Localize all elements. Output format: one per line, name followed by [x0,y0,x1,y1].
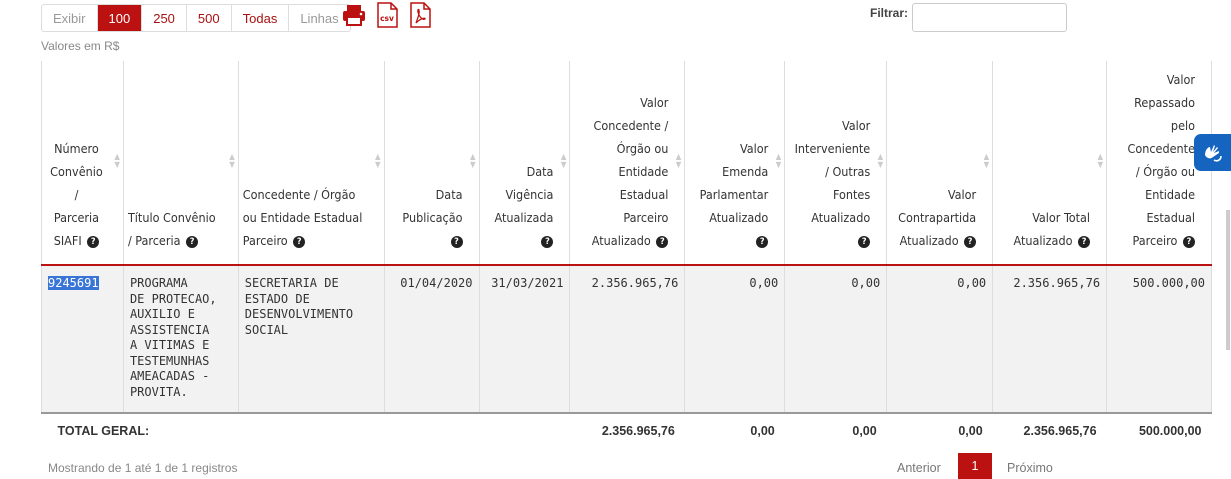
print-icon[interactable] [342,2,366,28]
table-row[interactable]: 9245691 PROGRAMA DE PROTECAO, AUXILIO E ASS… [41,265,1212,413]
cell-data-vigencia: 31/03/2021 [478,265,571,413]
cell-concedente: SECRETARIA DE ESTADO DE DESENVOLVIMENTO SOC… [237,265,385,413]
cell-valor-contrapartida: 0,00 [886,265,994,413]
vlibras-accessibility-button[interactable] [1194,134,1231,171]
col-header-titulo[interactable]: Título Convênio / Parceria ? ▲ ▼ [122,61,239,265]
help-icon[interactable]: ? [186,235,199,248]
svg-text:csv: csv [380,14,394,23]
sort-icon: ▲▼ [775,151,782,169]
help-icon[interactable]: ? [450,235,463,248]
sort-icon: ▲▼ [114,151,120,169]
col-header-data-vigencia[interactable]: Data Vigência Atualizada? ▲ ▼ [478,61,571,265]
total-valor-concedente: 2.356.965,76 [569,413,685,450]
col-header-valor-total[interactable]: Valor Total Atualizado ? ▲ ▼ [992,61,1108,265]
sort-icon: ▲▼ [375,151,381,169]
pagination-page-1[interactable]: 1 [958,453,992,479]
help-icon[interactable]: ? [756,235,769,248]
help-icon[interactable]: ? [964,235,977,248]
currency-note: Valores em R$ [41,39,120,53]
table-header-row: Número Convênio / Parceria SIAFI ? ▲ ▼ Título … [41,61,1212,265]
header-lines: Valor Interveniente / Outras Fontes Atualiza… [794,118,871,225]
sort-icon: ▲▼ [469,151,476,169]
cell-valor-emenda: 0,00 [684,265,786,413]
cell-titulo: PROGRAMA DE PROTECAO, AUXILIO E ASSISTENCIA… [122,265,239,413]
cell-numero[interactable]: 9245691 [41,265,124,413]
total-valor-contrapartida: 0,00 [886,413,993,450]
col-header-valor-interveniente[interactable]: Valor Interveniente / Outras Fontes Atualiza… [784,61,888,265]
header-lines: Concedente / Órgão ou Entidade Estadual Pa… [242,187,363,248]
header-lines: Número Convênio / Parceria SIAFI [50,141,103,248]
page-size-500-button[interactable]: 500 [185,5,231,31]
cell-valor-interveniente: 0,00 [784,265,888,413]
col-header-concedente[interactable]: Concedente / Órgão ou Entidade Estadual Pa… [237,61,385,265]
help-icon[interactable]: ? [1078,235,1091,248]
col-header-data-publicacao[interactable]: Data Publicação? ▲ ▼ [383,61,480,265]
page-size-250-button[interactable]: 250 [141,5,186,31]
csv-icon[interactable]: csv [375,2,399,28]
header-lines: Data Vigência Atualizada [494,164,554,225]
convenios-table: Número Convênio / Parceria SIAFI ? ▲ ▼ Título … [41,61,1212,450]
sort-icon: ▲▼ [877,151,884,169]
sign-language-hands-icon [1204,144,1222,162]
page-size-selector: Exibir 100 250 500 Todas Linhas [41,4,351,32]
sort-icon: ▲▼ [560,151,567,169]
sort-icon: ▲▼ [229,151,235,169]
cell-valor-repassado: 500.000,00 [1106,265,1212,413]
header-lines: Data Publicação [402,187,463,225]
exibir-label: Exibir [53,10,86,26]
help-icon[interactable]: ? [87,235,100,248]
pagination-prev-button[interactable]: Anterior [897,461,941,475]
page-size-todas-button[interactable]: Todas [230,5,289,31]
export-toolbar: csv [342,2,432,28]
cell-valor-total: 2.356.965,76 [992,265,1108,413]
help-icon[interactable]: ? [1183,235,1195,248]
header-lines: Título Convênio / Parceria [127,210,216,248]
col-header-numero[interactable]: Número Convênio / Parceria SIAFI ? ▲ ▼ [41,61,124,265]
sort-icon: ▲▼ [675,151,682,169]
total-label: TOTAL GERAL: [41,413,570,450]
pagination-next-button[interactable]: Próximo [1007,461,1053,475]
help-icon[interactable]: ? [541,235,554,248]
filter-label: Filtrar: [870,6,909,20]
header-lines: Valor Contrapartida Atualizado [898,187,977,248]
sort-icon: ▲▼ [1097,151,1104,169]
total-valor-repassado: 500.000,00 [1106,413,1212,450]
header-lines: Valor Emenda Parlamentar Atualizado [699,141,769,225]
col-header-valor-emenda[interactable]: Valor Emenda Parlamentar Atualizado? ▲ ▼ [684,61,786,265]
linhas-label: Linhas [288,5,349,31]
cell-data-publicacao: 01/04/2020 [383,265,480,413]
help-icon[interactable]: ? [858,235,871,248]
col-header-valor-contrapartida[interactable]: Valor Contrapartida Atualizado ? ▲ ▼ [886,61,994,265]
total-row: TOTAL GERAL: 2.356.965,76 0,00 0,00 0,00… [41,413,1212,450]
page-size-100-button[interactable]: 100 [96,5,142,31]
help-icon[interactable]: ? [656,235,669,248]
header-lines: Valor Repassado pelo Concedente / Órgão ou En… [1127,72,1196,248]
pdf-icon[interactable] [408,2,432,28]
page-scrollbar[interactable] [1226,210,1230,350]
total-valor-interveniente: 0,00 [784,413,887,450]
sort-icon: ▲▼ [983,151,990,169]
col-header-valor-concedente[interactable]: Valor Concedente / Órgão ou Entidade Estadua… [569,61,686,265]
filter-input[interactable] [912,3,1067,32]
header-lines: Valor Concedente / Órgão ou Entidade Estadua… [591,95,669,248]
cell-valor-concedente: 2.356.965,76 [569,265,686,413]
header-lines: Valor Total Atualizado [1013,210,1091,248]
total-valor-total: 2.356.965,76 [992,413,1107,450]
total-valor-emenda: 0,00 [684,413,785,450]
records-info: Mostrando de 1 até 1 de 1 registros [48,461,238,475]
help-icon[interactable]: ? [293,235,306,248]
